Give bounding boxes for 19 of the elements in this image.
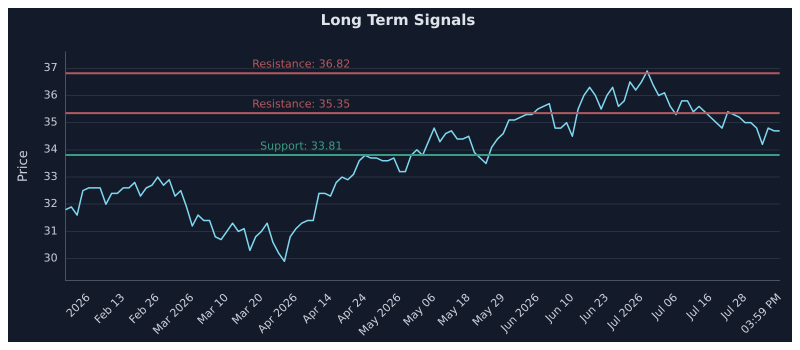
y-tick-label: 33 (44, 170, 58, 183)
y-tick-label: 36 (44, 88, 58, 102)
y-tick-label: 37 (44, 61, 58, 74)
x-tick-label: Mar 10 (194, 290, 231, 328)
y-tick-label: 34 (44, 142, 58, 156)
x-tick-label: Jul 06 (648, 290, 680, 323)
ref-line-label: Resistance: 35.35 (252, 98, 350, 111)
x-tick-label: Feb 13 (92, 290, 128, 326)
y-tick-label: 31 (44, 224, 58, 238)
y-axis-title: Price (16, 150, 32, 182)
chart-title: Long Term Signals (320, 10, 476, 29)
x-tick-label: Jun 10 (542, 290, 576, 326)
y-tick-label: 32 (44, 197, 58, 210)
x-tick-label: Jul 16 (683, 290, 715, 323)
x-tick-label: Apr 14 (300, 290, 335, 326)
y-tick-label: 35 (44, 116, 58, 129)
ref-line-label: Support: 33.81 (260, 139, 342, 152)
ref-line-label: Resistance: 36.82 (252, 58, 350, 71)
y-tick-label: 30 (44, 251, 58, 264)
